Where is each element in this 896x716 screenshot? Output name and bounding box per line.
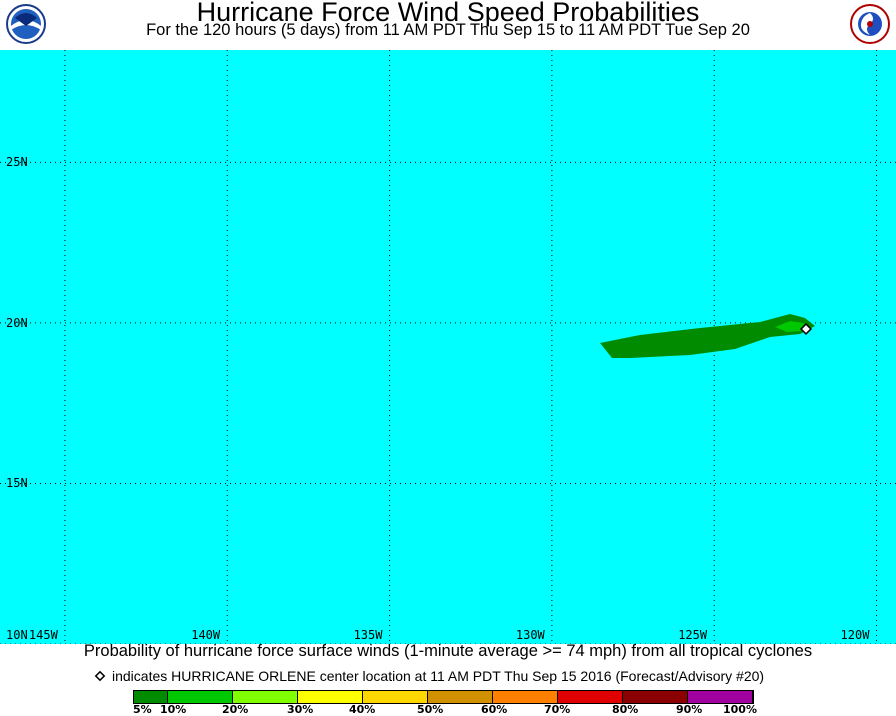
lat-label: 10N — [6, 628, 28, 642]
graticule — [0, 50, 896, 644]
legend-label: 60% — [481, 703, 508, 716]
legend-swatch — [233, 691, 298, 703]
lon-label: 130W — [515, 628, 545, 642]
map-canvas — [0, 50, 896, 644]
legend-label: 70% — [544, 703, 571, 716]
legend-label: 20% — [222, 703, 249, 716]
storm-center-note: indicates HURRICANE ORLENE center locati… — [94, 668, 764, 684]
storm-center-note-text: indicates HURRICANE ORLENE center locati… — [112, 668, 765, 684]
probability-legend — [133, 690, 754, 704]
lon-label: 135W — [353, 628, 383, 642]
legend-label: 10% — [160, 703, 187, 716]
lat-label: 15N — [6, 476, 28, 491]
legend-label: 100% — [723, 703, 757, 716]
probability-map: 25N 20N 15N 10N 145W 140W 135W 130W 125W 120W — [0, 50, 896, 644]
legend-label: 40% — [349, 703, 376, 716]
legend-swatch — [558, 691, 623, 703]
lon-label: 140W — [191, 628, 221, 642]
legend-swatch — [298, 691, 363, 703]
nws-logo — [850, 4, 890, 44]
legend-swatch — [623, 691, 688, 703]
legend-label: 50% — [417, 703, 444, 716]
lon-label: 120W — [840, 628, 870, 642]
swath-5-percent — [600, 314, 815, 358]
probability-swath — [600, 314, 815, 358]
legend-swatch — [428, 691, 493, 703]
page-title: Hurricane Force Wind Speed Probabilities — [196, 0, 700, 27]
legend-label: 90% — [676, 703, 703, 716]
legend-label: 80% — [612, 703, 639, 716]
map-caption: Probability of hurricane force surface w… — [83, 642, 813, 660]
storm-center-marker — [799, 322, 813, 336]
legend-swatch — [134, 691, 168, 703]
diamond-icon — [94, 670, 106, 682]
legend-label: 5% — [133, 703, 152, 716]
lat-label: 25N — [6, 155, 28, 170]
lat-label: 20N — [6, 315, 28, 330]
legend-label: 30% — [287, 703, 314, 716]
legend-swatch — [363, 691, 428, 703]
legend-swatch — [168, 691, 233, 703]
legend-swatch — [688, 691, 753, 703]
noaa-logo — [6, 4, 46, 44]
legend-swatch — [493, 691, 558, 703]
lon-label: 145W — [28, 628, 58, 642]
page-subtitle: For the 120 hours (5 days) from 11 AM PD… — [146, 21, 750, 39]
lon-label: 125W — [678, 628, 708, 642]
